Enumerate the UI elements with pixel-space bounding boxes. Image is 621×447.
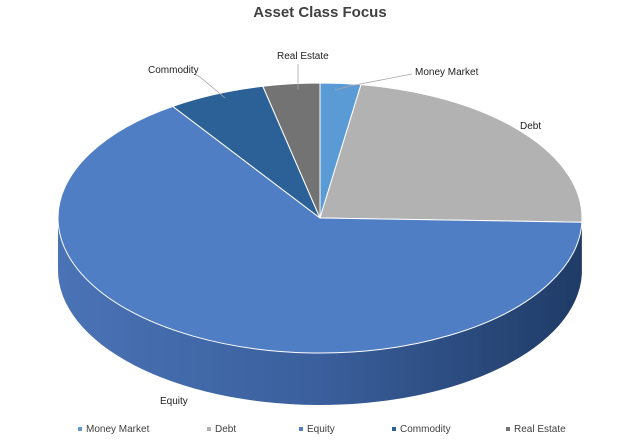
- pie-top-layer: [57, 82, 583, 354]
- legend-swatch-money-market: [78, 427, 82, 431]
- pie-side-equity: [58, 218, 582, 406]
- legend-label-commodity: Commodity: [400, 424, 451, 435]
- legend-item-equity: Equity: [299, 424, 335, 435]
- slice-label-money-market: Money Market: [415, 67, 479, 78]
- pie-slice-equity: [57, 105, 583, 354]
- legend-label-debt: Debt: [215, 424, 236, 435]
- legend-item-real-estate: Real Estate: [506, 424, 566, 435]
- legend-swatch-debt: [207, 427, 211, 431]
- slice-label-commodity: Commodity: [148, 65, 199, 76]
- legend-item-money-market: Money Market: [78, 424, 150, 435]
- pie-slice-real-estate: [262, 82, 321, 219]
- legend-swatch-commodity: [392, 427, 396, 431]
- slice-labels: Money Market Debt Equity Commodity Real Esta…: [148, 51, 541, 407]
- slice-label-real-estate: Real Estate: [277, 51, 329, 62]
- leader-line-money-market: [334, 73, 413, 91]
- legend-item-debt: Debt: [207, 424, 236, 435]
- legend-label-money-market: Money Market: [86, 424, 150, 435]
- legend-label-real-estate: Real Estate: [514, 424, 566, 435]
- legend-label-equity: Equity: [307, 424, 335, 435]
- legend-swatch-real-estate: [506, 427, 510, 431]
- chart-title: Asset Class Focus: [253, 4, 386, 21]
- slice-label-debt: Debt: [520, 121, 541, 132]
- pie-slice-debt: [319, 84, 583, 223]
- leader-line-commodity: [193, 73, 226, 99]
- legend-swatch-equity: [299, 427, 303, 431]
- pie-side-layer: [58, 218, 582, 406]
- legend: Money Market Debt Equity Commodity Real Esta…: [78, 424, 566, 435]
- legend-item-commodity: Commodity: [392, 424, 451, 435]
- slice-label-equity: Equity: [160, 396, 188, 407]
